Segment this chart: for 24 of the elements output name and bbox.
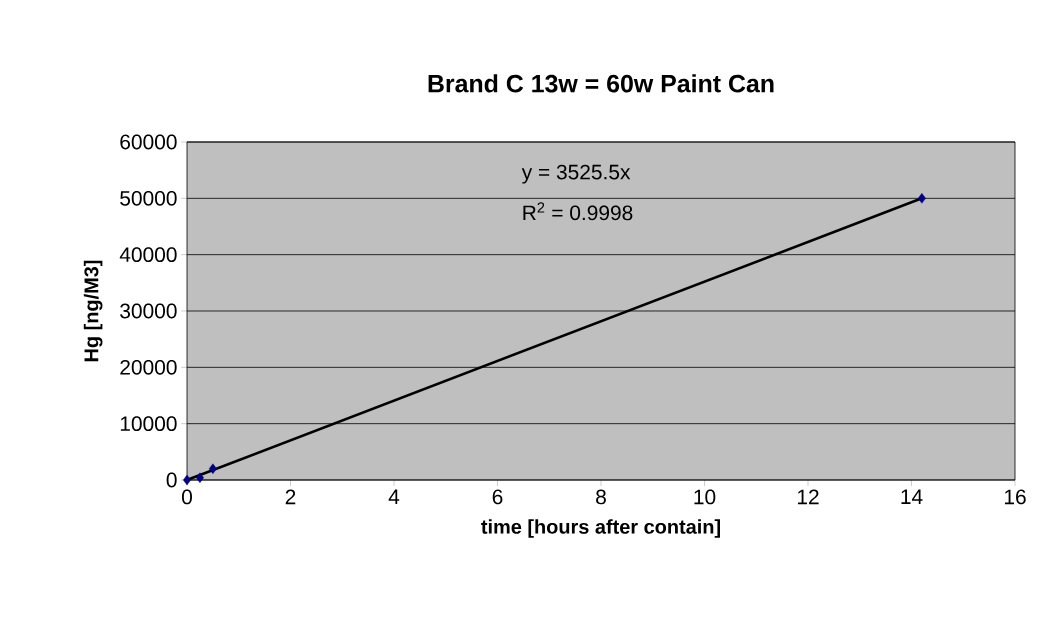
- annotation: R$^{2}$ = 0.9998: [523, 202, 633, 221]
- chart-title: Brand C 13w = 60w Paint Can: [428, 74, 774, 93]
- x-tick-label: 4: [388, 489, 400, 504]
- y-tick-label: 20000: [120, 359, 177, 375]
- x-tick-label: 0: [182, 489, 192, 505]
- x-tick-label: 8: [596, 489, 606, 505]
- y-tick-label: 40000: [119, 247, 177, 263]
- y-tick-label: 30000: [120, 303, 177, 319]
- x-tick-label: 12: [797, 489, 819, 505]
- annotation: y = 3525.5x: [521, 164, 631, 184]
- point: [917, 193, 926, 204]
- x-tick-label: 14: [901, 489, 923, 504]
- x-tick-label: 2: [285, 489, 296, 505]
- x-axis-title: time [hours after contain]: [481, 519, 720, 538]
- point: [195, 472, 204, 483]
- y-tick-label: 0: [166, 472, 177, 488]
- x-tick-label: 16: [1004, 489, 1026, 505]
- y-tick-label: 60000: [120, 134, 177, 150]
- y-tick-label: 10000: [120, 416, 177, 432]
- y-axis-title: Hg [ng/M3]: [83, 260, 103, 362]
- y-tick-label: 50000: [120, 190, 177, 206]
- x-tick-label: 6: [492, 489, 503, 505]
- point: [208, 463, 217, 474]
- x-tick-label: 10: [694, 489, 716, 505]
